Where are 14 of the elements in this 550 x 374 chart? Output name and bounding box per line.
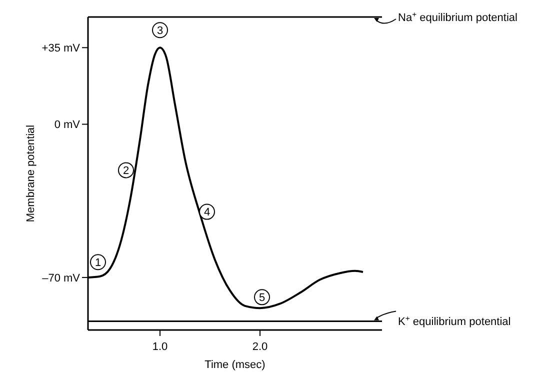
- annotation: 4: [204, 206, 210, 219]
- x-tick-label: 2.0: [252, 341, 268, 353]
- annotation: 3: [156, 24, 164, 37]
- annotation: 2: [122, 165, 130, 178]
- annotation: 5: [258, 292, 266, 304]
- annotation: 1: [94, 256, 102, 269]
- x-axis-title: Time (msec): [204, 359, 266, 371]
- ref-line-label: K$^{+}$ equilibrium potential: [398, 314, 511, 328]
- y-tick-label: –70 mV: [42, 272, 81, 284]
- x-tick-label: 1.0: [152, 341, 168, 353]
- y-axis-title: Membrane potential: [25, 124, 37, 222]
- y-tick-label: +35 mV: [42, 42, 81, 54]
- y-tick-label: 0 mV: [54, 119, 81, 132]
- ref-line-label: Na$^{+}$ equilibrium potential: [398, 9, 518, 24]
